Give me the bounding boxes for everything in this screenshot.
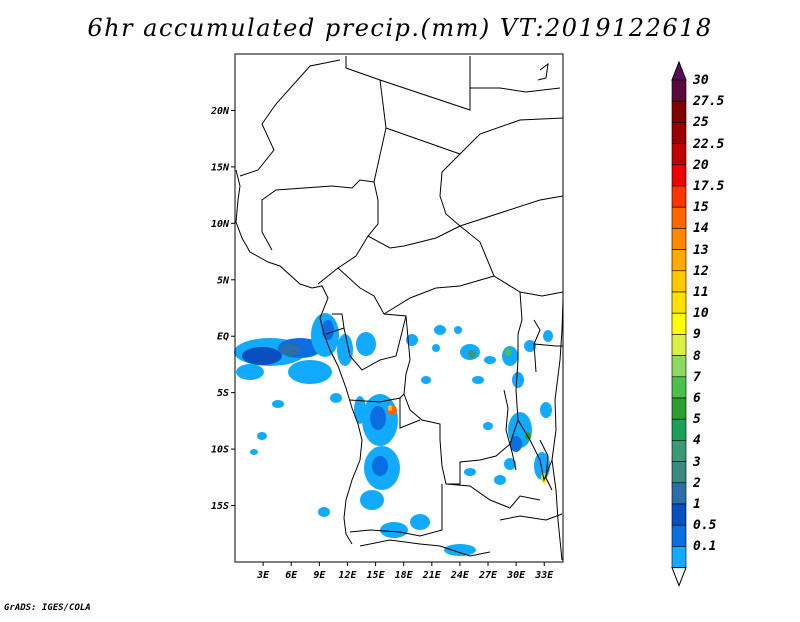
border <box>517 291 523 335</box>
lon-tick-label: 12E <box>338 570 357 581</box>
lon-tick-label: 18E <box>395 570 414 581</box>
border <box>403 315 519 485</box>
precip-cell <box>337 334 353 366</box>
precip-cell <box>444 544 476 556</box>
lon-tick-label: 33E <box>534 570 554 581</box>
precip-cell <box>468 350 476 358</box>
precip-cell <box>543 330 553 342</box>
precip-cell <box>434 325 446 335</box>
lon-tick-label: 27E <box>478 570 498 581</box>
lat-tick-label: 15N <box>211 162 230 173</box>
lon-tick-label: 3E <box>256 570 270 581</box>
border <box>337 267 385 315</box>
precip-cell <box>372 456 388 476</box>
lon-tick-label: 24E <box>450 570 470 581</box>
precip-cell <box>288 360 332 384</box>
precip-cell <box>483 422 493 430</box>
precip-cell <box>236 364 264 380</box>
precip-cell <box>356 332 376 356</box>
border <box>459 225 564 297</box>
precip-cell <box>540 402 552 418</box>
precip-cell <box>454 326 462 334</box>
border <box>533 319 541 373</box>
precip-cell <box>380 522 408 538</box>
precip-cell <box>322 320 334 340</box>
precip-cell <box>494 475 506 485</box>
border <box>325 313 345 335</box>
border <box>261 179 375 251</box>
border <box>239 59 341 177</box>
country-borders <box>235 56 564 561</box>
border <box>383 275 495 315</box>
border <box>367 225 461 249</box>
precip-cell <box>432 344 440 352</box>
precip-cell <box>484 356 496 364</box>
border <box>470 87 561 93</box>
border <box>537 62 549 81</box>
precip-cell <box>410 514 430 530</box>
precip-cell <box>360 490 384 510</box>
precip-cell <box>510 436 522 452</box>
lat-tick-label: 20N <box>210 106 230 117</box>
lat-tick-label: 10S <box>211 445 229 456</box>
lat-axis: 20N 15N 10N 5N EQ 5S 10S 15S <box>210 106 235 512</box>
lat-tick-label: 10N <box>211 219 230 230</box>
lat-tick-label: 5S <box>217 388 229 399</box>
precip-cell <box>250 449 258 455</box>
precip-cell <box>472 376 484 384</box>
precip-cell <box>524 340 536 352</box>
lon-tick-label: 9E <box>313 570 326 581</box>
map-frame <box>234 53 564 563</box>
coastline <box>551 299 564 561</box>
border <box>533 343 563 347</box>
plot-title: 6hr accumulated precip.(mm) VT:201912261… <box>87 14 713 42</box>
precip-cell <box>330 393 342 403</box>
border <box>349 393 405 403</box>
lon-axis: 3E 6E 9E 12E 15E 18E 21E 24E 27E 30E 33E <box>256 562 554 581</box>
border <box>349 484 443 537</box>
precip-cell <box>502 346 518 366</box>
lake-border <box>539 439 553 491</box>
precip-cell <box>406 334 418 346</box>
precip-cell <box>504 458 516 470</box>
border <box>459 117 564 155</box>
lon-tick-label: 21E <box>422 570 442 581</box>
border <box>373 79 387 183</box>
border <box>445 483 541 509</box>
lat-tick-label: EQ <box>217 332 229 343</box>
lat-tick-label: 5N <box>217 275 230 286</box>
precip-cell <box>388 405 392 411</box>
border <box>499 513 563 521</box>
precip-field <box>234 313 553 556</box>
border <box>359 539 491 557</box>
lake-border <box>503 389 517 471</box>
precip-cell <box>257 432 267 440</box>
precip-cell <box>512 372 524 388</box>
precip-cell <box>354 396 366 424</box>
precip-cell <box>370 406 386 430</box>
precip-cell <box>272 400 284 408</box>
lat-tick-label: 15S <box>211 501 229 512</box>
precip-cell <box>505 348 511 356</box>
precip-cell <box>280 344 300 356</box>
precip-cell <box>242 347 282 365</box>
border <box>385 127 461 227</box>
border <box>345 56 471 111</box>
border <box>343 313 407 371</box>
lon-tick-label: 30E <box>506 570 526 581</box>
coastline <box>235 169 363 545</box>
border <box>459 195 564 227</box>
precip-cell <box>421 376 431 384</box>
lon-tick-label: 6E <box>285 570 298 581</box>
footer-credit: GrADS: IGES/COLA <box>4 603 91 613</box>
border <box>399 398 421 429</box>
precip-cell <box>464 468 476 476</box>
lon-tick-label: 15E <box>367 570 386 581</box>
border <box>317 181 379 285</box>
precip-cell <box>318 507 330 517</box>
